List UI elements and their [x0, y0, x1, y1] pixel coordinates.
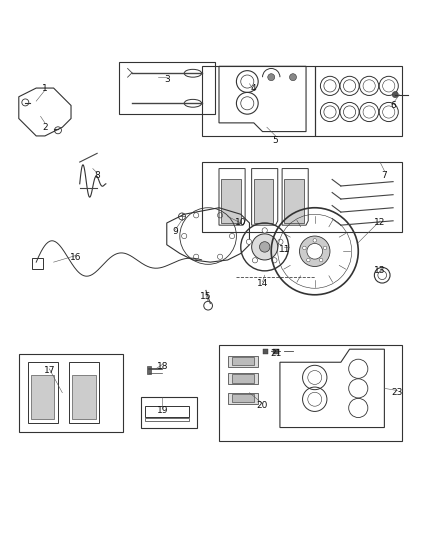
Text: 6: 6 — [390, 101, 396, 110]
Text: 1: 1 — [42, 84, 48, 93]
Text: 19: 19 — [157, 406, 168, 415]
Bar — [315, 66, 402, 136]
Text: 18: 18 — [157, 362, 168, 371]
Bar — [221, 180, 241, 223]
Text: 4: 4 — [251, 84, 257, 93]
Bar — [147, 366, 151, 375]
Text: 14: 14 — [257, 279, 268, 288]
Circle shape — [319, 259, 323, 262]
Bar — [228, 393, 258, 403]
Bar — [19, 353, 123, 432]
Bar — [32, 258, 43, 269]
Bar — [219, 345, 402, 441]
Text: 8: 8 — [94, 171, 100, 180]
Bar — [254, 180, 273, 223]
Bar — [145, 406, 188, 417]
Bar — [232, 394, 254, 402]
Text: 3: 3 — [164, 75, 170, 84]
Text: 20: 20 — [257, 401, 268, 410]
Text: 16: 16 — [70, 253, 81, 262]
Circle shape — [262, 228, 267, 233]
Text: 2: 2 — [42, 123, 48, 132]
Bar — [69, 362, 99, 423]
Text: 15: 15 — [200, 293, 212, 302]
Circle shape — [313, 239, 317, 242]
Circle shape — [290, 74, 297, 80]
Circle shape — [307, 244, 322, 259]
Circle shape — [259, 241, 270, 252]
Text: 9: 9 — [173, 227, 178, 236]
Bar — [273, 349, 279, 353]
Circle shape — [246, 239, 251, 245]
Circle shape — [268, 74, 275, 80]
Text: 7: 7 — [381, 171, 387, 180]
Text: 11: 11 — [279, 245, 290, 254]
Bar — [262, 349, 268, 353]
Bar — [28, 362, 58, 423]
Bar — [201, 66, 315, 136]
Bar — [145, 417, 188, 421]
Text: 10: 10 — [235, 219, 247, 228]
Text: 21: 21 — [270, 349, 281, 358]
Circle shape — [303, 246, 306, 249]
Bar — [31, 375, 54, 419]
Circle shape — [272, 257, 277, 263]
Circle shape — [278, 239, 283, 245]
Circle shape — [392, 92, 398, 98]
Circle shape — [252, 234, 278, 260]
Bar — [284, 180, 304, 223]
Circle shape — [307, 259, 310, 262]
Circle shape — [300, 236, 330, 266]
Bar — [201, 162, 402, 232]
Text: 23: 23 — [392, 388, 403, 397]
Text: 12: 12 — [374, 219, 386, 228]
Text: 5: 5 — [273, 136, 279, 145]
Bar — [119, 62, 215, 114]
Circle shape — [323, 246, 327, 249]
Circle shape — [252, 257, 258, 263]
Bar — [141, 397, 197, 427]
Text: 17: 17 — [43, 367, 55, 375]
Text: 13: 13 — [374, 266, 386, 276]
Bar — [232, 357, 254, 365]
Bar — [228, 373, 258, 384]
Bar — [228, 356, 258, 367]
Bar — [72, 375, 96, 419]
Bar — [232, 375, 254, 383]
